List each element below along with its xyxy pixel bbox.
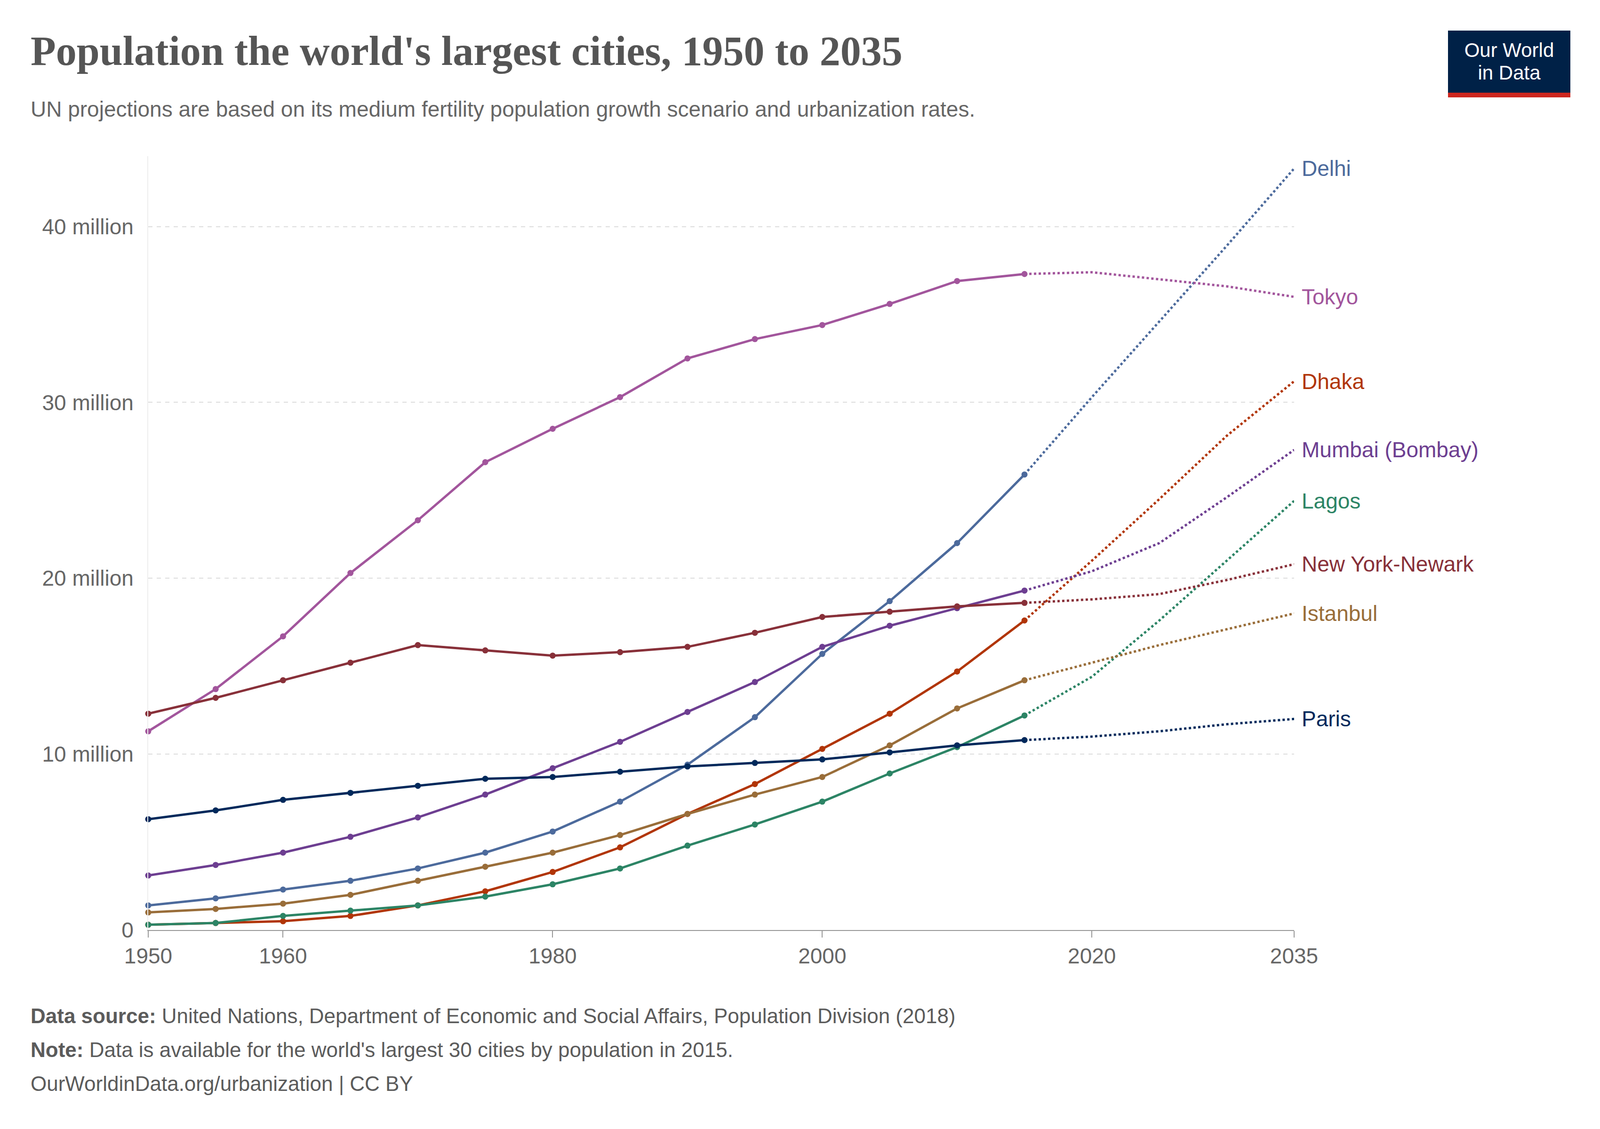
svg-text:1950: 1950: [124, 944, 173, 969]
svg-text:New York-Newark: New York-Newark: [1301, 552, 1475, 577]
svg-text:40 million: 40 million: [41, 214, 134, 240]
html-text:UN projections are based on it: UN projections are based on its medium f…: [30, 96, 976, 122]
svg-text:Delhi: Delhi: [1301, 156, 1352, 181]
svg-text:20 million: 20 million: [41, 566, 134, 591]
svg-text:2020: 2020: [1067, 944, 1116, 969]
svg-text:2000: 2000: [798, 944, 847, 969]
svg-text:Istanbul: Istanbul: [1301, 601, 1378, 626]
svg-text:Mumbai (Bombay): Mumbai (Bombay): [1301, 437, 1479, 463]
svg-text:10 million: 10 million: [41, 742, 134, 767]
svg-text:Lagos: Lagos: [1301, 488, 1361, 514]
svg-text:1980: 1980: [528, 944, 577, 969]
svg-text:Paris: Paris: [1301, 706, 1352, 732]
html-text:Data source: United Nations, D: Data source: United Nations, Department …: [30, 1004, 956, 1028]
svg-text:2035: 2035: [1270, 944, 1319, 969]
svg-text:Dhaka: Dhaka: [1301, 369, 1365, 394]
html-text:Note: Data is available for th: Note: Data is available for the world's …: [30, 1038, 734, 1062]
svg-text:30 million: 30 million: [41, 390, 134, 416]
html-text:OurWorldinData.org/urbanizatio: OurWorldinData.org/urbanization | CC BY: [30, 1072, 414, 1096]
svg-text:1960: 1960: [258, 944, 307, 969]
html-text:in Data: in Data: [1477, 61, 1541, 84]
html-text:Our World: Our World: [1464, 39, 1555, 62]
svg-text:Tokyo: Tokyo: [1301, 284, 1359, 310]
svg-text:0: 0: [121, 918, 134, 943]
html-text:Population the world's largest: Population the world's largest cities, 1…: [30, 28, 903, 74]
